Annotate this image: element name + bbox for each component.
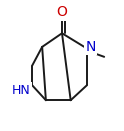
Text: O: O [57,5,67,19]
Text: HN: HN [12,84,31,97]
Text: N: N [85,40,96,54]
